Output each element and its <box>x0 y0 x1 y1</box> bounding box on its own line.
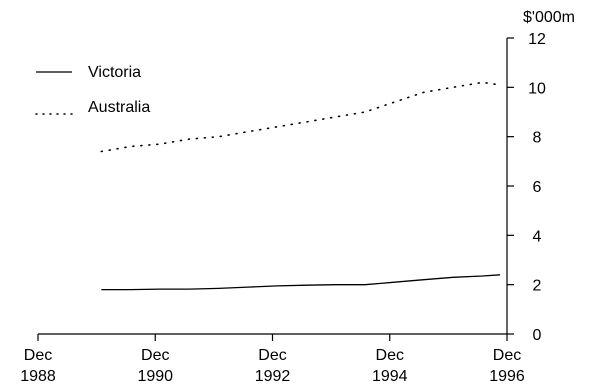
y-tick-label: 4 <box>533 228 542 245</box>
x-tick-label-year: 1994 <box>372 368 408 385</box>
x-tick-label-month: Dec <box>141 347 169 364</box>
legend: Victoria Australia <box>35 64 150 116</box>
x-tick-label-year: 1992 <box>255 368 291 385</box>
legend-label-australia: Australia <box>88 99 150 116</box>
y-tick-label: 12 <box>528 31 546 48</box>
y-tick-label: 6 <box>533 179 542 196</box>
y-tick-label: 10 <box>528 80 546 97</box>
legend-label-victoria: Victoria <box>88 64 141 81</box>
x-tick-label-month: Dec <box>493 347 521 364</box>
series-line-australia <box>100 81 501 153</box>
y-tick-label: 8 <box>533 130 542 147</box>
x-tick-label-year: 1996 <box>489 368 525 385</box>
y-axis-unit-label: $'000m <box>523 9 575 26</box>
y-tick-label: 0 <box>533 327 542 344</box>
x-tick-label-month: Dec <box>24 347 52 364</box>
y-axis-ticks: 0 2 4 6 8 10 12 <box>507 31 546 344</box>
x-axis-ticks: Dec 1988 Dec 1990 Dec 1992 Dec 1994 Dec 1996 <box>20 334 525 385</box>
x-tick-label-year: 1990 <box>137 368 173 385</box>
x-tick-label-year: 1988 <box>20 368 56 385</box>
x-tick-label-month: Dec <box>258 347 286 364</box>
series-line-victoria <box>101 274 501 291</box>
y-tick-label: 2 <box>533 278 542 295</box>
x-tick-label-month: Dec <box>376 347 404 364</box>
series-layer <box>100 81 501 291</box>
